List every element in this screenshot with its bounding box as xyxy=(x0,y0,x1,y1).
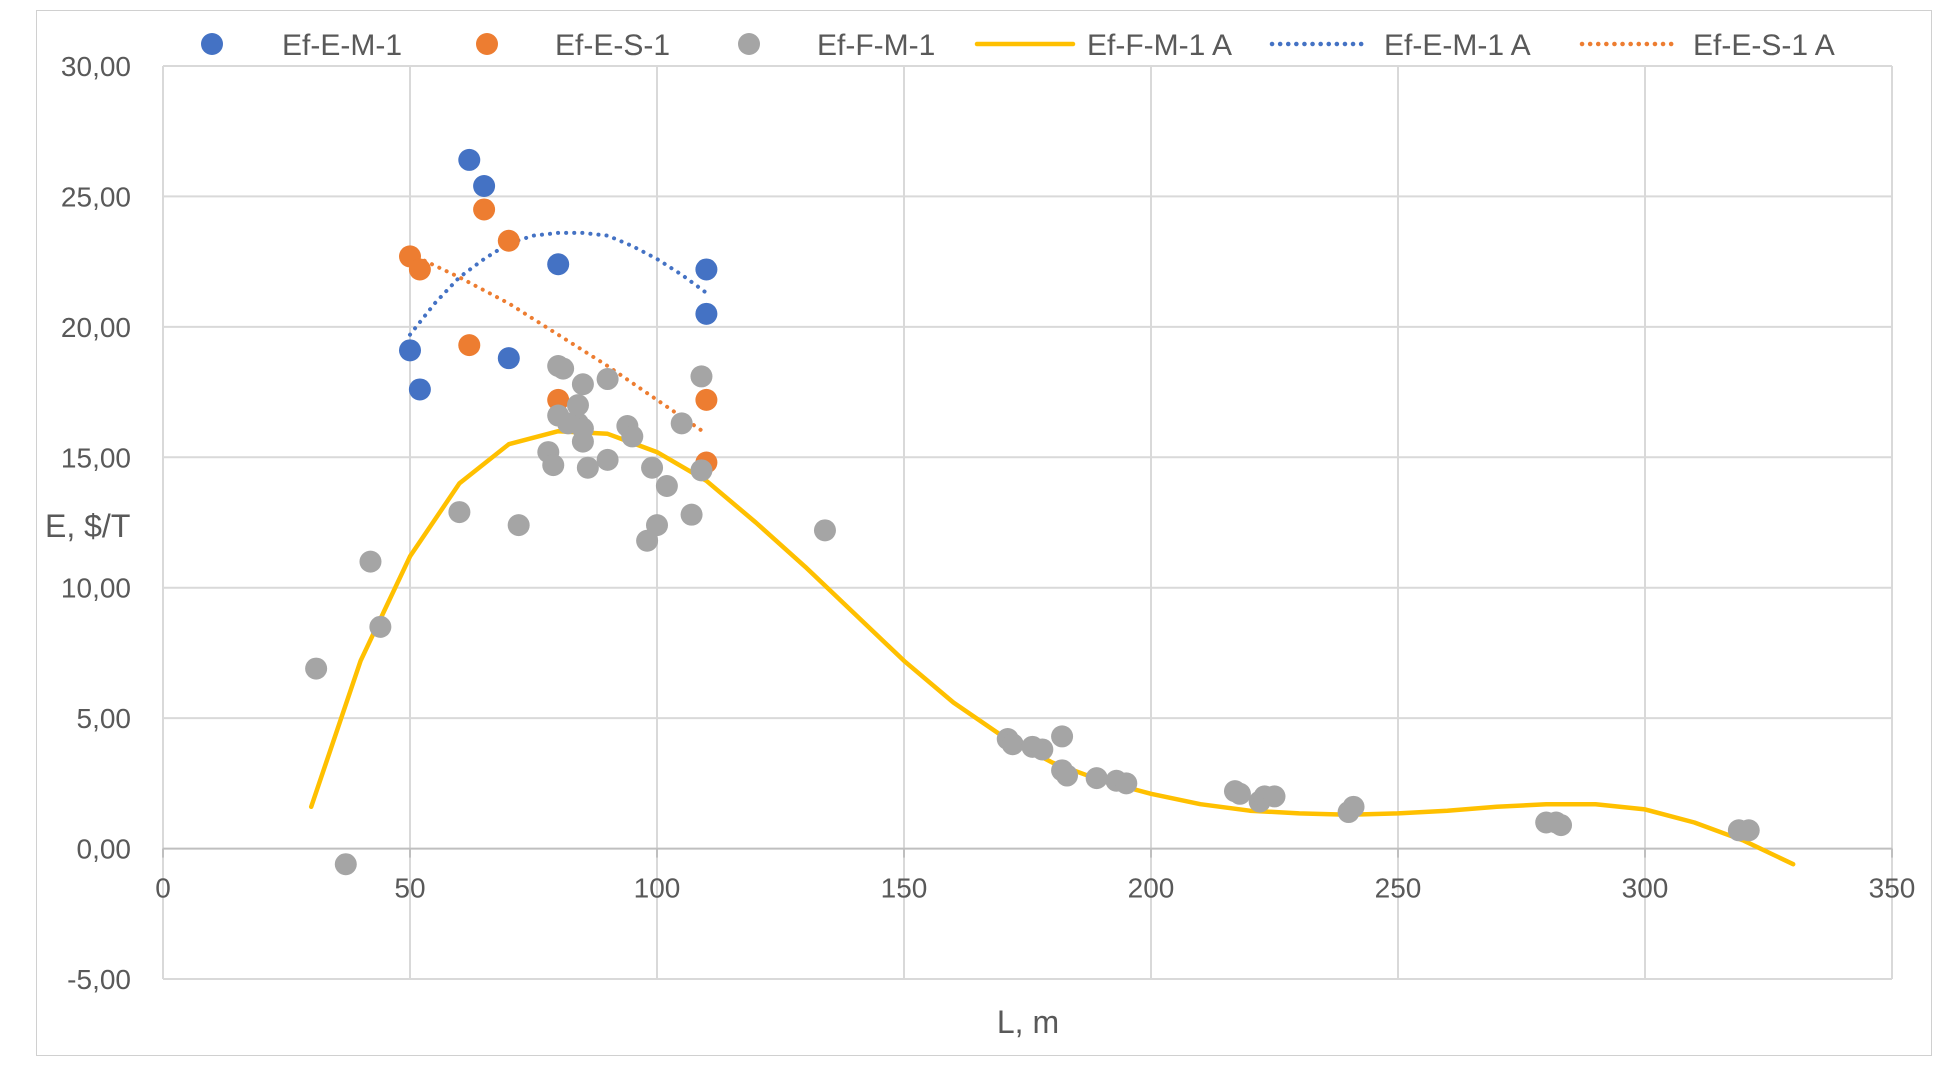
point-ef-f-m-1 xyxy=(448,501,471,524)
x-tick-label: 150 xyxy=(881,873,928,904)
point-ef-f-m-1 xyxy=(571,417,594,440)
trendline-ef-e-m-1-a xyxy=(408,230,709,337)
y-tick-label: 20,00 xyxy=(61,312,131,343)
point-ef-f-m-1 xyxy=(596,368,619,391)
point-ef-f-m-1 xyxy=(621,425,644,448)
point-ef-f-m-1 xyxy=(646,514,668,537)
x-tick-label: 350 xyxy=(1869,873,1916,904)
legend-label-ef-f-m-1-a: Ef-F-M-1 A xyxy=(1087,29,1232,62)
point-ef-e-s-1 xyxy=(473,198,496,221)
y-tick-label: 25,00 xyxy=(61,181,131,212)
point-ef-e-s-1 xyxy=(497,229,520,252)
tick-layer: 0 50 100 150 200 250 300 350 -5,00 0,00 5,00 10,00 1… xyxy=(61,51,1915,995)
point-ef-f-m-1 xyxy=(1550,814,1573,837)
legend-label-ef-f-m-1: Ef-F-M-1 xyxy=(817,29,935,62)
trendline-ef-e-s-1-a xyxy=(408,251,709,436)
point-ef-f-m-1 xyxy=(690,365,713,388)
point-ef-f-m-1 xyxy=(571,373,594,396)
point-ef-f-m-1 xyxy=(655,474,678,497)
point-ef-f-m-1 xyxy=(1001,733,1024,756)
y-tick-label: 30,00 xyxy=(61,51,131,82)
x-tick-label: 300 xyxy=(1622,873,1669,904)
y-tick-label: 0,00 xyxy=(77,834,132,865)
point-ef-f-m-1 xyxy=(576,456,599,479)
trendline-ef-f-m-1-a xyxy=(308,428,1796,867)
point-ef-f-m-1 xyxy=(1737,819,1760,842)
x-tick-label: 200 xyxy=(1128,873,1175,904)
point-ef-f-m-1 xyxy=(542,454,565,477)
point-ef-f-m-1 xyxy=(813,519,836,542)
chart-frame: 0 50 100 150 200 250 300 350 -5,00 0,00 5,00 10,00 1… xyxy=(36,10,1932,1056)
y-tick-label: 5,00 xyxy=(77,703,132,734)
legend-marker-ef-e-m-1 xyxy=(201,33,223,55)
point-ef-e-m-1 xyxy=(458,148,481,171)
point-ef-e-s-1 xyxy=(408,258,431,281)
x-tick-label: 0 xyxy=(155,873,171,904)
chart-svg: 0 50 100 150 200 250 300 350 -5,00 0,00 5,00 10,00 1… xyxy=(45,29,1915,1040)
point-ef-e-m-1 xyxy=(695,258,718,281)
legend-label-ef-e-m-1: Ef-E-M-1 xyxy=(282,29,402,62)
point-ef-f-m-1 xyxy=(552,357,575,380)
point-ef-f-m-1 xyxy=(1342,795,1365,818)
point-ef-f-m-1 xyxy=(596,448,619,471)
point-ef-f-m-1 xyxy=(690,459,713,482)
axis-layer xyxy=(162,847,1893,858)
point-ef-e-m-1 xyxy=(399,339,421,362)
point-ef-e-m-1 xyxy=(473,174,496,197)
point-ef-f-m-1 xyxy=(359,550,382,573)
point-ef-f-m-1 xyxy=(680,503,703,526)
y-axis-title: E, $/T xyxy=(45,508,130,544)
point-ef-f-m-1 xyxy=(1056,764,1079,787)
point-ef-f-m-1 xyxy=(1085,767,1108,790)
point-layer xyxy=(305,148,1760,876)
line-layer xyxy=(308,230,1796,867)
point-ef-f-m-1 xyxy=(1115,772,1138,795)
point-ef-f-m-1 xyxy=(1263,785,1286,808)
point-ef-e-m-1 xyxy=(408,378,431,401)
x-tick-label: 100 xyxy=(634,873,681,904)
y-tick-label: -5,00 xyxy=(67,964,131,995)
y-tick-label: 10,00 xyxy=(61,573,131,604)
legend-label-ef-e-s-1: Ef-E-S-1 xyxy=(555,29,670,62)
legend-label-ef-e-m-1-a: Ef-E-M-1 A xyxy=(1384,29,1531,62)
point-ef-f-m-1 xyxy=(641,456,664,479)
legend-marker-ef-f-m-1 xyxy=(738,33,760,55)
y-tick-label: 15,00 xyxy=(61,442,131,473)
point-ef-e-s-1 xyxy=(458,334,481,357)
point-ef-e-s-1 xyxy=(695,388,718,411)
point-ef-e-s-1 xyxy=(547,388,570,411)
legend-marker-ef-e-s-1 xyxy=(476,33,498,55)
legend: Ef-E-M-1 Ef-E-S-1 Ef-F-M-1 Ef-F-M-1 A Ef-E-M… xyxy=(201,29,1835,62)
point-ef-f-m-1 xyxy=(1228,782,1251,805)
point-ef-f-m-1 xyxy=(507,514,530,537)
point-ef-f-m-1 xyxy=(305,657,328,680)
point-ef-f-m-1 xyxy=(369,615,392,638)
point-ef-e-m-1 xyxy=(497,347,520,370)
point-ef-e-m-1 xyxy=(695,302,718,325)
grid-layer xyxy=(162,65,1893,980)
x-tick-label: 50 xyxy=(394,873,425,904)
point-ef-f-m-1 xyxy=(670,412,693,435)
point-ef-f-m-1 xyxy=(1051,725,1074,748)
point-ef-e-m-1 xyxy=(547,253,570,276)
x-tick-label: 250 xyxy=(1375,873,1422,904)
x-axis-title: L, m xyxy=(997,1004,1059,1040)
point-ef-f-m-1 xyxy=(1031,738,1054,761)
legend-label-ef-e-s-1-a: Ef-E-S-1 A xyxy=(1693,29,1835,62)
point-ef-f-m-1 xyxy=(566,394,589,417)
point-ef-f-m-1 xyxy=(636,529,659,552)
point-ef-f-m-1 xyxy=(334,853,357,876)
